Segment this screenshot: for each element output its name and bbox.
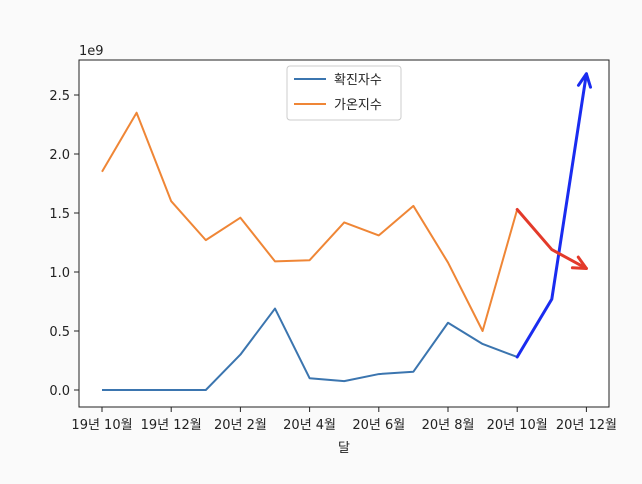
x-tick-label: 20년 4월 (283, 418, 336, 433)
y-tick-label: 0.5 (49, 325, 70, 340)
series-line-1 (102, 307, 518, 391)
x-tick-label: 20년 6월 (352, 418, 405, 433)
x-ticks: 19년 10월 19년 12월 20년 2월 20년 4월 20년 6월 20년 8월 20… (71, 407, 617, 433)
series-line-2 (101, 111, 519, 332)
trend-arrow-line-1 (515, 72, 588, 359)
x-tick-label: 20년 12월 (556, 418, 617, 433)
trend-arrow-line-2 (515, 207, 588, 270)
y-tick-label: 2.5 (49, 89, 70, 104)
x-tick-label: 20년 2월 (214, 418, 267, 433)
y-tick-label: 0.0 (49, 384, 70, 399)
legend-label-confirmed: 확진자수 (334, 73, 382, 88)
trend-arrow-head-2 (570, 255, 588, 270)
legend: 확진자수 가온지수 (286, 65, 402, 121)
x-tick-label: 19년 10월 (71, 418, 132, 433)
legend-label-index: 가온지수 (334, 98, 382, 113)
y-tick-label: 2.0 (49, 148, 70, 163)
trend-arrow-head-1 (576, 72, 593, 89)
x-tick-label: 20년 8월 (422, 418, 475, 433)
x-axis-label: 달 (338, 441, 350, 456)
y-offset-label: 1e9 (79, 44, 104, 59)
y-tick-label: 1.0 (49, 266, 70, 281)
y-ticks: 0.0 0.5 1.0 1.5 2.0 2.5 (49, 89, 79, 399)
x-tick-label: 20년 10월 (487, 418, 548, 433)
trend-arrows (515, 72, 593, 359)
y-tick-label: 1.5 (49, 207, 70, 222)
series-lines (101, 111, 519, 391)
x-tick-label: 19년 12월 (141, 418, 202, 433)
